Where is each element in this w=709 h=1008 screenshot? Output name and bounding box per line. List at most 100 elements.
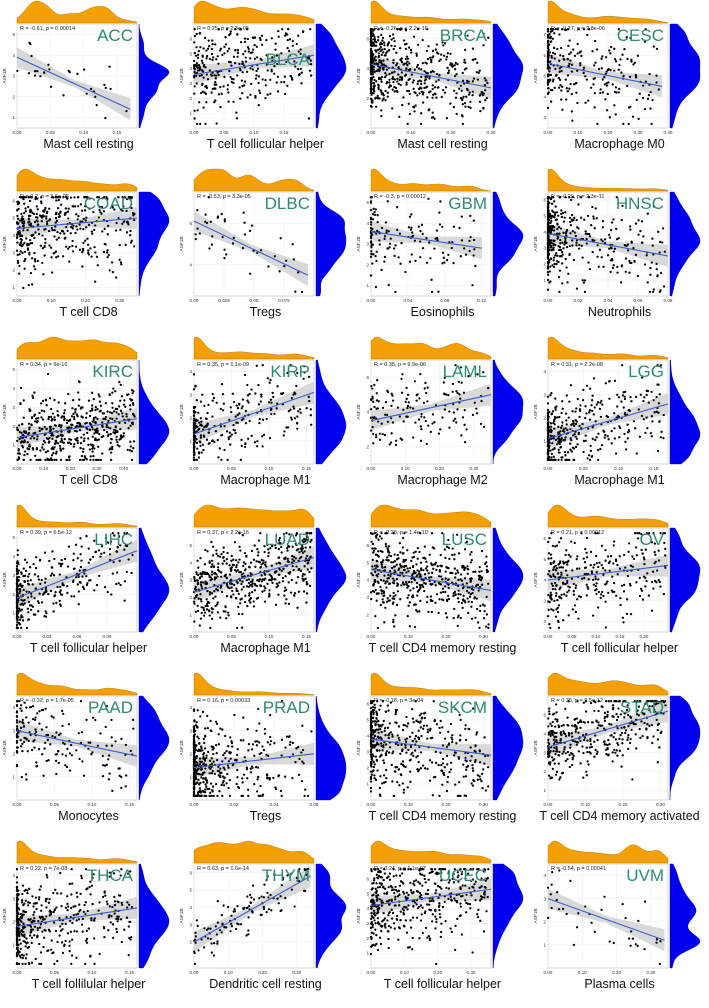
data-point: [209, 579, 212, 582]
data-point: [59, 564, 63, 568]
data-point: [199, 581, 203, 584]
data-point: [434, 237, 437, 240]
data-point: [546, 57, 550, 61]
data-point: [587, 28, 591, 31]
data-point: [94, 251, 97, 254]
data-point: [105, 423, 108, 427]
data-point: [278, 581, 281, 584]
data-point: [420, 223, 424, 226]
data-point: [110, 593, 113, 596]
data-point: [111, 417, 114, 421]
data-point: [19, 590, 22, 593]
data-point: [254, 392, 257, 395]
data-point: [44, 610, 47, 613]
data-point: [208, 574, 211, 577]
data-point: [246, 96, 249, 99]
data-point: [410, 253, 413, 256]
data-point: [475, 407, 478, 410]
cancer-label: LUAD: [264, 530, 310, 549]
data-point: [16, 235, 19, 239]
data-point: [471, 47, 475, 50]
data-point: [612, 264, 615, 267]
data-point: [557, 440, 560, 443]
data-point: [132, 403, 135, 407]
data-point: [68, 70, 71, 74]
data-point: [239, 40, 243, 44]
data-point: [62, 412, 66, 415]
data-point: [283, 264, 286, 268]
data-point: [57, 236, 60, 239]
data-point: [223, 448, 226, 452]
data-point: [482, 425, 486, 429]
data-point: [373, 383, 376, 387]
data-point: [195, 571, 198, 574]
data-point: [596, 255, 599, 258]
data-point: [29, 458, 32, 461]
data-point: [64, 236, 67, 239]
data-point: [308, 584, 312, 588]
data-point: [85, 583, 89, 587]
data-point: [56, 585, 59, 589]
data-point: [595, 48, 599, 51]
data-point: [566, 451, 570, 454]
data-point: [206, 604, 209, 608]
regression-line: [16, 418, 138, 439]
data-point: [663, 250, 666, 253]
data-point: [75, 576, 78, 579]
data-point: [380, 532, 383, 535]
data-point: [262, 433, 266, 436]
data-point: [72, 415, 76, 419]
data-point: [384, 413, 387, 416]
data-point: [559, 242, 562, 245]
data-point: [114, 429, 117, 432]
data-point: [88, 428, 92, 432]
x-tick-label: 0.00: [190, 130, 199, 135]
data-point: [277, 593, 280, 596]
data-point: [602, 265, 605, 268]
data-point: [29, 223, 32, 226]
data-point: [15, 209, 19, 212]
data-point: [383, 235, 387, 238]
data-point: [375, 80, 378, 83]
data-point: [53, 557, 56, 561]
data-point: [599, 88, 602, 91]
data-point: [22, 458, 25, 461]
data-point: [388, 72, 391, 76]
data-point: [564, 211, 567, 214]
data-point: [585, 78, 588, 81]
data-point: [93, 228, 96, 232]
data-point: [425, 601, 429, 604]
data-point: [16, 603, 19, 606]
data-point: [196, 447, 199, 450]
data-point: [296, 67, 300, 71]
y-tick-label: 2: [189, 595, 192, 600]
data-points: [16, 372, 136, 461]
data-point: [548, 430, 551, 433]
panel-hnsc: 0.00 0.02 0.04 0.06 0.08 1 2 3 4 5 6 ASF1B R = -0.29…: [531, 168, 708, 336]
data-point: [255, 445, 259, 448]
data-point: [41, 418, 45, 421]
data-point: [34, 197, 37, 201]
data-point: [655, 268, 658, 271]
data-point: [55, 238, 58, 241]
data-point: [220, 571, 223, 574]
data-point: [245, 585, 249, 588]
data-point: [33, 597, 36, 600]
data-point: [130, 206, 133, 210]
data-point: [116, 430, 119, 434]
data-point: [203, 91, 206, 94]
data-point: [292, 568, 295, 572]
data-point: [193, 579, 197, 583]
data-point: [402, 63, 405, 66]
data-point: [103, 428, 106, 432]
data-point: [224, 610, 227, 613]
data-point: [240, 438, 243, 441]
data-point: [300, 544, 304, 547]
data-point: [197, 53, 200, 56]
data-point: [38, 592, 41, 595]
data-point: [546, 244, 550, 247]
data-point: [647, 401, 650, 404]
data-point: [644, 28, 647, 31]
data-point: [111, 391, 114, 394]
data-point: [221, 409, 225, 412]
